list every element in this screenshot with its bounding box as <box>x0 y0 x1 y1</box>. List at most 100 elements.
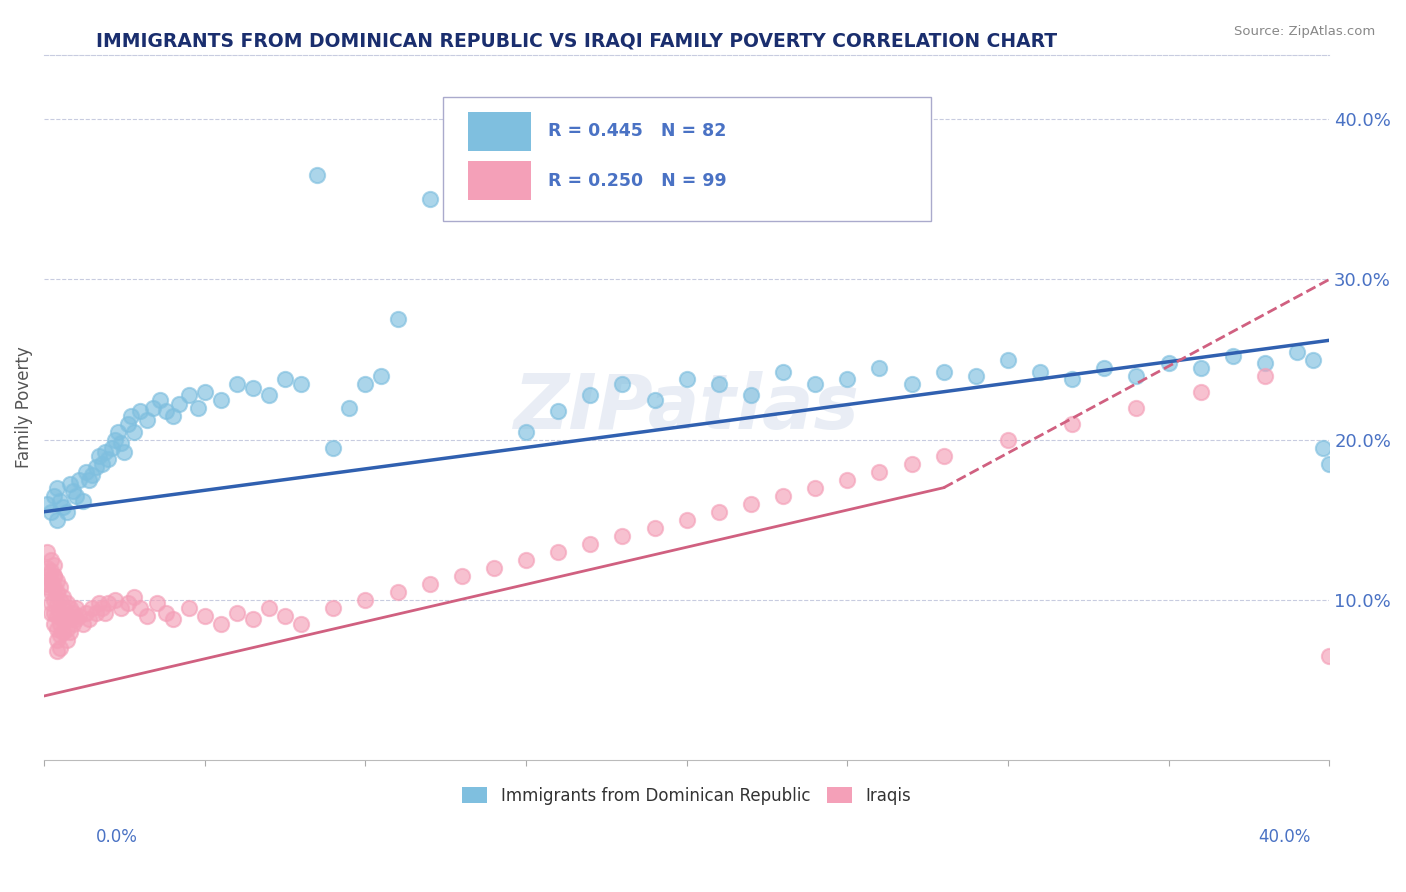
Point <box>387 312 409 326</box>
Point <box>42 580 65 594</box>
Point <box>177 388 200 402</box>
Text: ZIPatlas: ZIPatlas <box>513 370 859 444</box>
Point <box>49 606 72 620</box>
Point <box>39 564 62 578</box>
Point <box>209 616 232 631</box>
Point <box>46 481 69 495</box>
Point <box>579 537 602 551</box>
Point <box>515 425 537 439</box>
Point <box>155 404 177 418</box>
Point <box>69 473 91 487</box>
Point <box>274 372 297 386</box>
FancyBboxPatch shape <box>443 97 931 221</box>
Point <box>612 529 634 543</box>
Point <box>120 409 142 423</box>
FancyBboxPatch shape <box>468 161 531 201</box>
Point <box>46 513 69 527</box>
Point <box>42 569 65 583</box>
Point <box>837 372 859 386</box>
Legend: Immigrants from Dominican Republic, Iraqis: Immigrants from Dominican Republic, Iraq… <box>456 780 918 812</box>
Point <box>1125 401 1147 415</box>
Point <box>274 608 297 623</box>
Point <box>37 569 59 583</box>
Point <box>1125 368 1147 383</box>
Point <box>804 376 827 391</box>
Text: Source: ZipAtlas.com: Source: ZipAtlas.com <box>1234 25 1375 38</box>
Point <box>482 561 505 575</box>
FancyBboxPatch shape <box>468 112 531 151</box>
Point <box>1254 356 1277 370</box>
Point <box>257 600 280 615</box>
Point <box>515 553 537 567</box>
Point <box>104 592 127 607</box>
Point <box>900 457 922 471</box>
Point <box>84 459 107 474</box>
Point <box>290 616 312 631</box>
Point <box>49 580 72 594</box>
Point <box>804 481 827 495</box>
Point <box>257 388 280 402</box>
Point <box>37 497 59 511</box>
Point <box>644 392 666 407</box>
Text: 0.0%: 0.0% <box>96 828 138 846</box>
Point <box>612 376 634 391</box>
Point <box>837 473 859 487</box>
Point <box>1157 356 1180 370</box>
Point <box>290 376 312 391</box>
Point <box>1222 349 1244 363</box>
Point <box>39 606 62 620</box>
Point <box>740 388 762 402</box>
Point <box>1286 344 1309 359</box>
Point <box>225 606 247 620</box>
Point <box>932 449 955 463</box>
Point <box>46 608 69 623</box>
Point <box>55 505 77 519</box>
Point <box>107 425 129 439</box>
Point <box>42 569 65 583</box>
Text: R = 0.445   N = 82: R = 0.445 N = 82 <box>548 122 727 140</box>
Point <box>135 608 157 623</box>
Point <box>72 493 94 508</box>
Point <box>42 489 65 503</box>
Point <box>82 467 104 482</box>
Point <box>62 483 84 498</box>
Point <box>707 505 730 519</box>
Point <box>194 608 217 623</box>
Point <box>1302 352 1324 367</box>
Point <box>37 580 59 594</box>
Point <box>110 435 132 450</box>
Point <box>1029 365 1052 379</box>
Point <box>1062 417 1084 431</box>
Point <box>42 558 65 572</box>
Point <box>337 401 360 415</box>
Point <box>187 401 209 415</box>
Point <box>77 473 100 487</box>
Point <box>142 401 165 415</box>
Point <box>1189 360 1212 375</box>
Point <box>740 497 762 511</box>
Point <box>110 600 132 615</box>
Point <box>39 505 62 519</box>
Point <box>82 600 104 615</box>
Point <box>59 477 82 491</box>
Point <box>49 628 72 642</box>
Point <box>49 592 72 607</box>
Point <box>65 600 87 615</box>
Point <box>59 624 82 639</box>
Point <box>59 600 82 615</box>
Point <box>55 608 77 623</box>
Text: 40.0%: 40.0% <box>1258 828 1310 846</box>
Point <box>72 616 94 631</box>
Text: R = 0.250   N = 99: R = 0.250 N = 99 <box>548 171 727 190</box>
Point <box>450 569 472 583</box>
Point <box>194 384 217 399</box>
Point <box>84 606 107 620</box>
Point <box>55 596 77 610</box>
Point <box>162 409 184 423</box>
Y-axis label: Family Poverty: Family Poverty <box>15 347 32 468</box>
Point <box>242 612 264 626</box>
Point <box>37 577 59 591</box>
Point <box>46 644 69 658</box>
Point <box>1254 368 1277 383</box>
Point <box>49 616 72 631</box>
